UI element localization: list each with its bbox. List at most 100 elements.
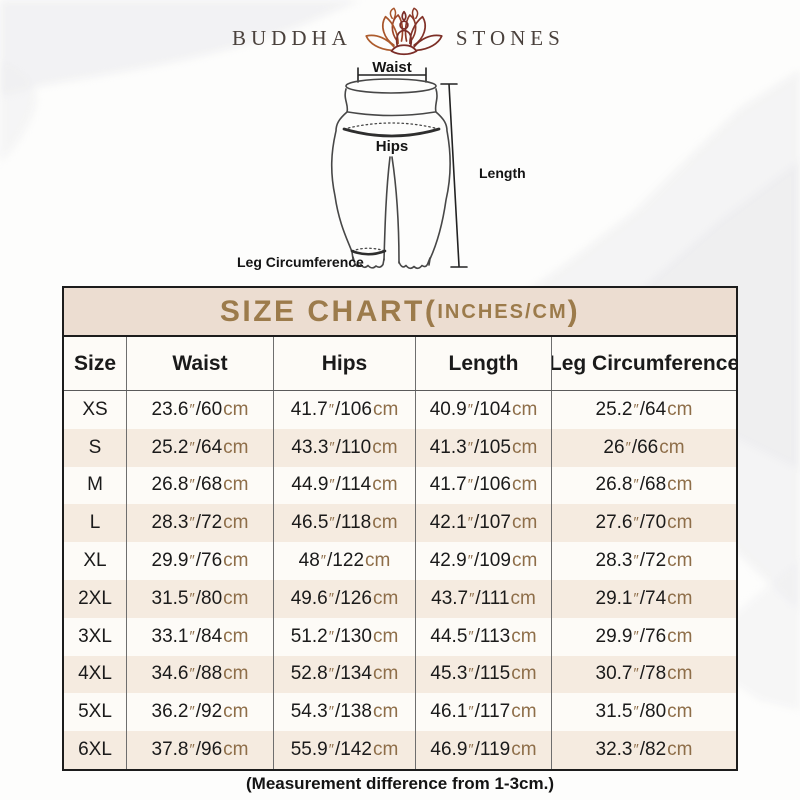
cm-unit: cm (511, 739, 537, 761)
measurement-cell: 37.8 ″/96 cm (126, 731, 273, 769)
title-paren-close: ) (567, 294, 581, 328)
measurement-cell: 48 ″/122 cm (273, 542, 415, 580)
inch-mark: ″ (328, 401, 334, 418)
cm-unit: cm (372, 512, 398, 534)
table-row: 2XL 31.5 ″/80 cm 49.6 ″/126 cm 43.7 ″/111 cm 29.1 ″… (64, 579, 736, 618)
cm-unit: cm (511, 398, 538, 420)
cm-unit: cm (511, 663, 537, 685)
inch-mark: ″ (633, 553, 639, 570)
inch-mark: ″ (189, 628, 195, 645)
inch-mark: ″ (633, 590, 639, 607)
table-row: M 26.8 ″/68 cm 44.9 ″/114 cm 41.7 ″/106 cm 26.8 ″/6… (64, 466, 736, 505)
cm-unit: cm (372, 701, 399, 723)
cm-unit: cm (365, 550, 391, 572)
title-main: SIZE CHART (219, 294, 425, 328)
size-cell: S (88, 436, 102, 458)
table-body: XS 23.6 ″/60 cm 41.7 ″/106 cm 40.9 ″/104 cm 25.2 ″ /… (64, 391, 736, 769)
table-row: L 28.3 ″/72 cm 46.5 ″/118 cm 42.1 ″/107 cm 27.6 ″/7… (64, 504, 736, 543)
cm-unit: cm (667, 587, 693, 609)
cm-unit: cm (667, 701, 693, 723)
measurement-cell: 36.2 ″/92 cm (126, 693, 273, 732)
table-row: XL 29.9 ″/76 cm 48 ″/122 cm 42.9 ″/109 cm 28.3 ″/72… (64, 542, 736, 580)
measurement-cell: 45.3 ″/115 cm (415, 655, 551, 694)
cm-unit: cm (511, 512, 538, 534)
lotus-meditation-icon (365, 7, 443, 56)
cm-unit: cm (667, 625, 693, 647)
inch-mark: ″ (329, 439, 335, 456)
measurement-cell: 31.5 ″/80 cm (551, 693, 736, 732)
cm-unit: cm (223, 550, 249, 572)
measurement-cell: 44.9 ″/114 cm (273, 466, 415, 505)
measurement-cell: 29.1 ″/74 cm (551, 579, 736, 618)
size-cell: M (87, 474, 103, 496)
inch-mark: ″ (328, 666, 334, 683)
measurement-cell: 52.8 ″/134 cm (273, 655, 415, 694)
measurement-cell: 51.2 ″/130 cm (273, 617, 415, 656)
measurement-cell: 23.6 ″/60 cm (126, 391, 273, 429)
measurement-cell: 27.6 ″/70 cm (551, 504, 736, 543)
size-chart-title: SIZE CHART(INCHES/CM) (64, 288, 736, 337)
measurement-note: (Measurement difference from 1-3cm.) (246, 774, 554, 793)
inch-mark: ″ (633, 666, 639, 683)
leg-circumference-label: Leg Circumference (237, 254, 364, 270)
hips-label: Hips (375, 138, 409, 155)
cm-unit: cm (667, 512, 693, 534)
cm-unit: cm (372, 587, 399, 609)
inch-mark: ″ (625, 439, 631, 456)
measurement-cell: 49.6 ″/126 cm (273, 579, 415, 618)
measurement-cell: 42.9 ″/109 cm (415, 542, 551, 580)
cm-unit: cm (223, 587, 249, 609)
inch-mark: ″ (467, 401, 473, 418)
cm-unit: cm (511, 474, 538, 496)
brand-header: BUDDHA STONES (232, 6, 560, 66)
size-cell: 5XL (78, 701, 112, 723)
cm-unit: cm (510, 587, 536, 609)
measurement-cell: 29.9 ″/76 cm (126, 542, 273, 580)
measurement-cell: 43.3 ″/110 cm (273, 428, 415, 467)
table-row: 3XL 33.1 ″/84 cm 51.2 ″/130 cm 44.5 ″/113 cm 29.9 ″… (64, 617, 736, 656)
inch-mark: ″ (328, 742, 334, 759)
length-label: Length (479, 165, 526, 181)
cm-unit: cm (659, 436, 685, 458)
inch-mark: ″ (468, 628, 474, 645)
inch-mark: ″ (189, 515, 195, 532)
table-row: XS 23.6 ″/60 cm 41.7 ″/106 cm 40.9 ″/104 cm 25.2 ″ /… (64, 391, 736, 429)
brand-word-stones: STONES (455, 25, 565, 50)
table-row: S 25.2 ″/64 cm 43.3 ″/110 cm 41.3 ″/105 cm 26 ″/66 c… (64, 428, 736, 467)
inch-mark: ″ (328, 628, 334, 645)
cm-unit: cm (511, 550, 538, 572)
table-row: 4XL 34.6 ″/88 cm 52.8 ″/134 cm 45.3 ″/115 cm 30.7 ″… (64, 655, 736, 694)
inch-mark: ″ (189, 477, 195, 494)
inch-mark: ″ (467, 439, 473, 456)
table-row: 6XL 37.8 ″/96 cm 55.9 ″/142 cm 46.9 ″/119 cm 32.3 ″… (64, 731, 736, 769)
measurement-cell: 41.7 ″/106 cm (273, 391, 415, 429)
inch-mark: ″ (467, 477, 473, 494)
inch-mark: ″ (468, 666, 474, 683)
cm-unit: cm (223, 663, 249, 685)
cm-unit: cm (372, 739, 399, 761)
measurement-cell: 43.7 ″/111 cm (415, 579, 551, 618)
inch-mark: ″ (189, 742, 195, 759)
measurement-cell: 32.3 ″/82 cm (551, 731, 736, 769)
cm-unit: cm (223, 701, 249, 723)
cm-unit: cm (511, 625, 537, 647)
inch-mark: ″ (467, 553, 473, 570)
cm-unit: cm (667, 663, 693, 685)
inch-mark: ″ (468, 704, 474, 721)
inch-mark: ″ (633, 515, 639, 532)
column-header-length: Length (415, 337, 551, 390)
inch-mark: ″ (189, 553, 195, 570)
column-header-waist: Waist (126, 337, 273, 390)
measurement-cell: 46.9 ″/119 cm (415, 731, 551, 769)
inch-mark: ″ (469, 590, 475, 607)
measurement-cell: 46.1 ″/117 cm (415, 693, 551, 732)
inch-mark: ″ (633, 628, 639, 645)
title-units: INCHES/CM (437, 301, 568, 323)
size-cell: 2XL (78, 587, 112, 609)
inch-mark: ″ (189, 704, 195, 721)
cm-unit: cm (372, 474, 398, 496)
inch-mark: ″ (467, 515, 473, 532)
size-cell: 4XL (78, 663, 112, 685)
measurement-cell: 26.8 ″/68 cm (126, 466, 273, 505)
